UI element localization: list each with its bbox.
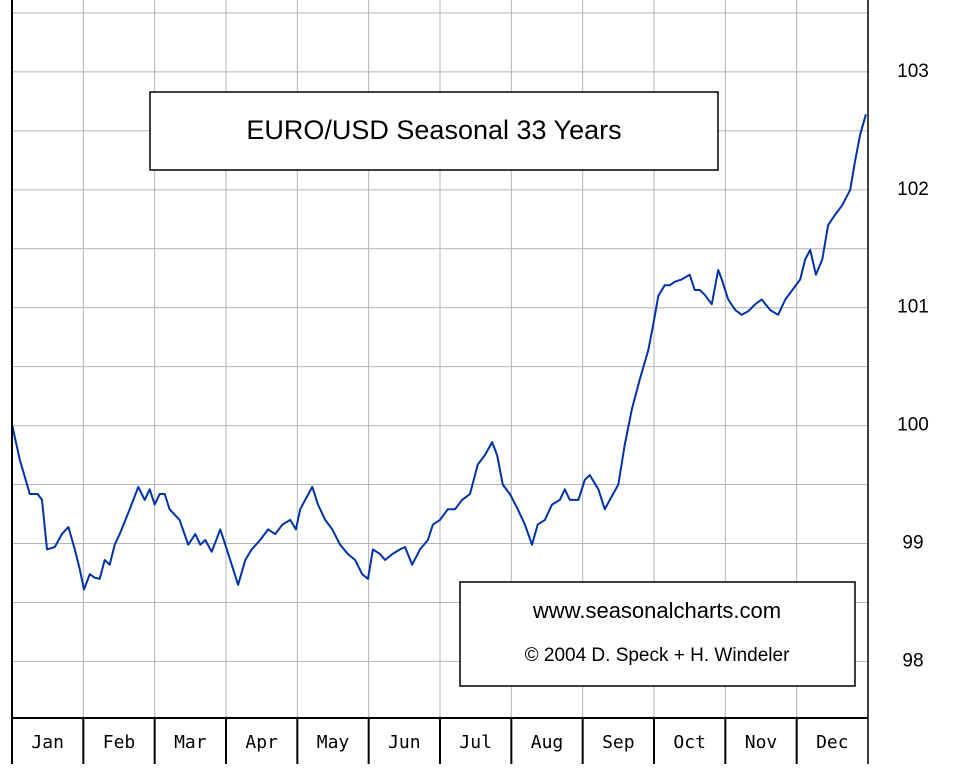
plot — [11, 114, 867, 591]
x-tick-label: Aug — [531, 732, 564, 753]
x-tick-label: Mar — [174, 732, 207, 753]
y-tick-label: 98 — [902, 650, 923, 671]
x-tick-label: Apr — [245, 732, 278, 753]
y-tick-label: 101 — [897, 297, 929, 318]
x-tick-label: Jul — [459, 732, 492, 753]
title-box — [149, 91, 719, 171]
y-tick-label: 99 — [902, 533, 923, 554]
axes: 98 99 100 101 102 103 Jan Feb Mar Apr May Jun Jul Aug… — [11, 0, 929, 764]
y-tick-label: 102 — [897, 179, 929, 200]
y-tick-label: 103 — [897, 61, 929, 82]
y-tick-label: 100 — [897, 415, 929, 436]
credit-box — [459, 581, 856, 687]
x-tick-label: May — [317, 732, 350, 753]
x-tick-label: Jan — [31, 732, 64, 753]
x-tick-label: Oct — [673, 732, 706, 753]
x-tick-label: Feb — [103, 732, 136, 753]
x-tick-label: Jun — [388, 732, 421, 753]
x-tick-label: Dec — [816, 732, 849, 753]
chart-title: EURO/USD Seasonal 33 Years — [246, 115, 621, 145]
series-line — [11, 114, 867, 591]
credit-url: www.seasonalcharts.com — [532, 598, 781, 623]
x-tick-label: Sep — [602, 732, 635, 753]
x-tick-label: Nov — [745, 732, 778, 753]
credit-authors: © 2004 D. Speck + H. Windeler — [525, 645, 790, 666]
